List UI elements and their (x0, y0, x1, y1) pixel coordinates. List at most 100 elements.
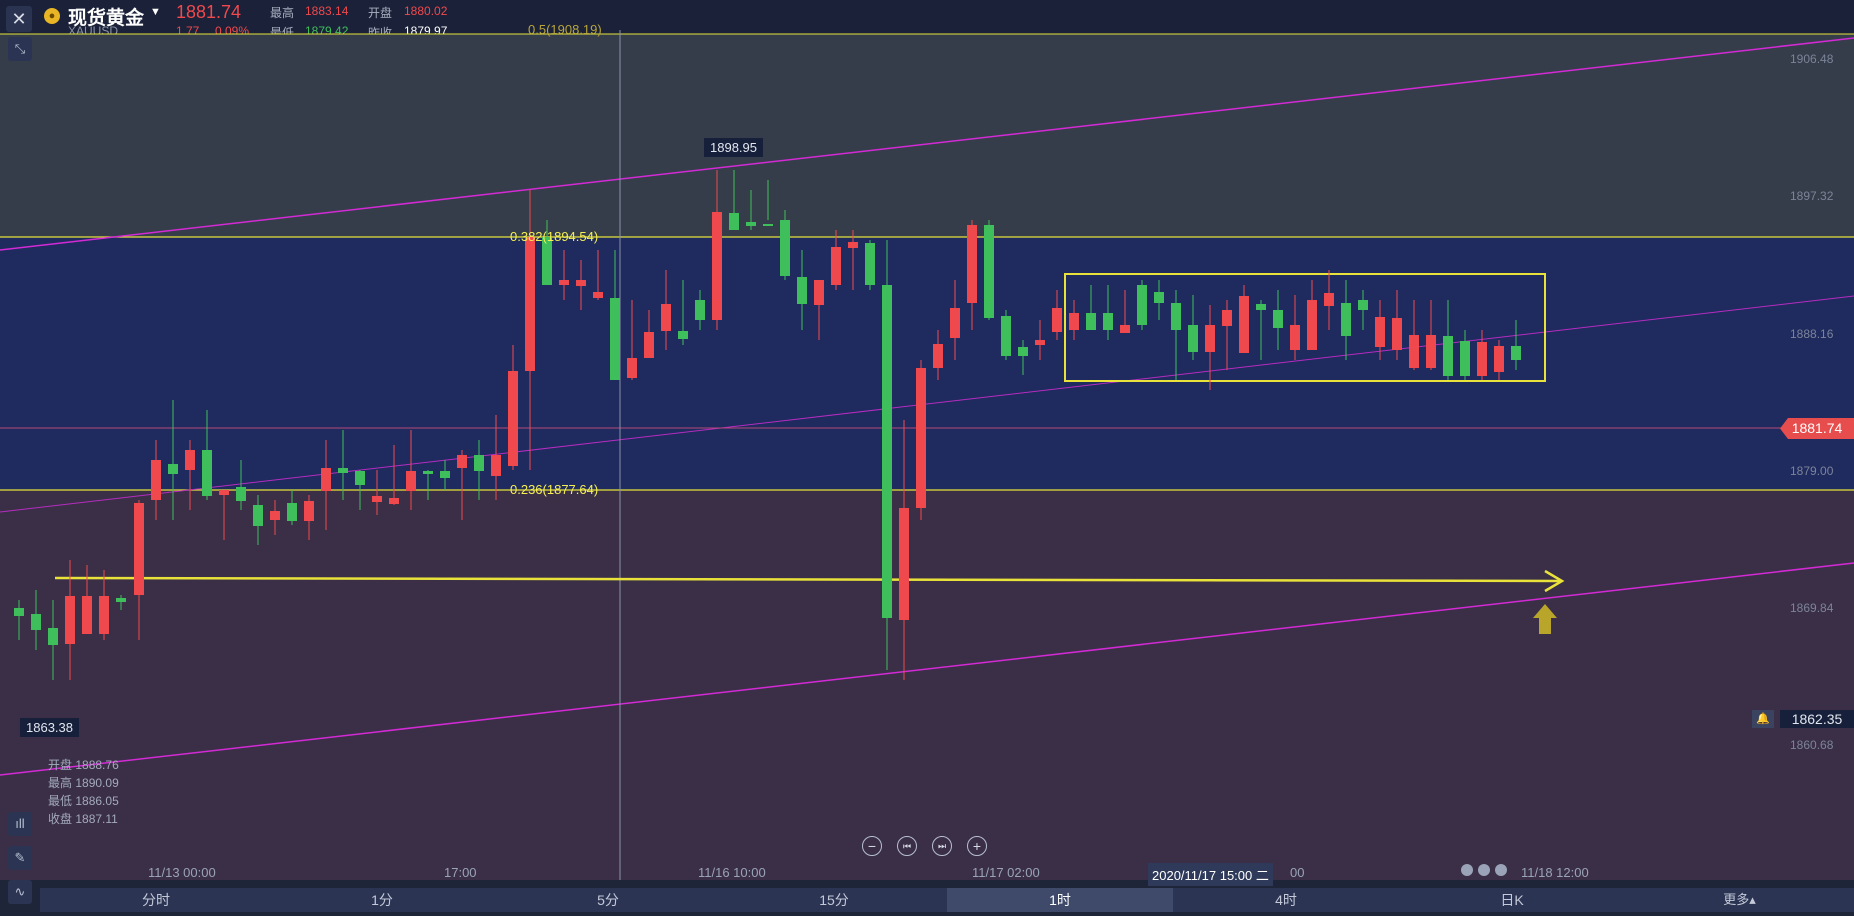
x-axis-label: 17:00 (444, 865, 477, 880)
low-marker: 1863.38 (20, 718, 79, 737)
candle-body (406, 471, 416, 491)
tab-timeshare[interactable]: 分时 (142, 892, 170, 908)
tab-5min[interactable]: 5分 (597, 892, 619, 908)
open-value: 1880.02 (404, 4, 448, 18)
ohlc-close: 收盘 1887.11 (48, 812, 118, 826)
bell-icon[interactable]: 🔔 (1752, 710, 1774, 728)
tab-15min[interactable]: 15分 (819, 892, 849, 908)
tab-1hour[interactable]: 1时 (947, 888, 1173, 912)
candle-body (1086, 313, 1096, 330)
candle-body (542, 237, 552, 285)
candle-body (321, 468, 331, 491)
candle-body (712, 212, 722, 320)
chart-type-icon[interactable]: ∿ (8, 880, 32, 904)
zone-bottom (0, 490, 1854, 880)
candle-body (1035, 340, 1045, 345)
fib-0.236-label: 0.236(1877.64) (510, 482, 599, 497)
fib-0.5-label: 0.5(1908.19) (528, 22, 602, 37)
candle-body (508, 371, 518, 466)
candle-body (151, 460, 161, 500)
candle-body (950, 308, 960, 338)
candle-body (440, 471, 450, 478)
candle-body (967, 225, 977, 303)
pencil-icon[interactable]: ✎ (8, 846, 32, 870)
candle-body (1052, 308, 1062, 332)
y-axis-label: 1860.68 (1790, 738, 1834, 752)
zoom-out-button[interactable]: − (862, 836, 882, 856)
close-icon[interactable]: ✕ (6, 6, 32, 32)
candle-body (1120, 325, 1130, 333)
channel-lower-line (0, 562, 1854, 776)
candle-body (253, 505, 263, 526)
candle-body (1154, 292, 1164, 303)
candle-body (1511, 346, 1521, 360)
candle-body (1273, 310, 1283, 328)
candle-body (695, 300, 705, 320)
page-dot[interactable] (1478, 864, 1490, 876)
candle-body (1358, 300, 1368, 310)
candle-body (1307, 300, 1317, 350)
candle-body (984, 225, 994, 318)
candle-body (1443, 336, 1453, 376)
candle-body (457, 455, 467, 468)
y-axis-label: 1897.32 (1790, 189, 1834, 203)
candle-body (1256, 304, 1266, 310)
candle-body (559, 280, 569, 285)
candle-body (168, 464, 178, 474)
candle-body (48, 628, 58, 645)
more-button[interactable]: 更多▴ (1723, 892, 1756, 907)
candle-body (372, 496, 382, 502)
candle-body (814, 280, 824, 305)
candle-body (1375, 317, 1385, 347)
candle-body (678, 331, 688, 339)
page-dot[interactable] (1495, 864, 1507, 876)
candlesticks (14, 170, 1521, 680)
high-value: 1883.14 (305, 4, 349, 18)
skip-back-button[interactable]: ⏮ (897, 836, 917, 856)
zone-top (0, 34, 1854, 237)
tab-4hour[interactable]: 4时 (1275, 892, 1297, 908)
crosshair-time-label: 2020/11/17 15:00 二 (1148, 863, 1273, 886)
candle-body (1018, 347, 1028, 356)
candle-body (389, 498, 399, 504)
candle-body (1171, 303, 1181, 330)
zoom-in-button[interactable]: + (967, 836, 987, 856)
expand-icon[interactable]: ⤡ (8, 37, 32, 61)
consolidation-box (1064, 273, 1546, 382)
candle-body (763, 224, 773, 226)
candle-body (287, 503, 297, 521)
candle-body (1069, 313, 1079, 330)
candle-body (423, 471, 433, 474)
candle-body (202, 450, 212, 496)
chevron-down-icon[interactable]: ▼ (150, 6, 161, 18)
alert-price-tag: 1862.35 (1780, 710, 1854, 728)
gold-coin-icon: ● (44, 8, 60, 24)
indicator-icon[interactable]: ıll (8, 812, 32, 836)
candle-body (933, 344, 943, 368)
x-axis-label: 11/18 12:00 (1521, 865, 1589, 880)
candle-body (644, 332, 654, 358)
candle-body (116, 598, 126, 602)
tab-1min[interactable]: 1分 (371, 892, 393, 908)
page-dot[interactable] (1461, 864, 1473, 876)
support-arrow-head (1544, 569, 1565, 593)
skip-forward-button[interactable]: ⏭ (932, 836, 952, 856)
candle-body (593, 292, 603, 298)
candle-body (729, 213, 739, 230)
candle-body (610, 298, 620, 380)
y-axis-label: 1869.84 (1790, 601, 1834, 615)
candle-body (797, 277, 807, 304)
candle-body (1460, 341, 1470, 376)
open-label: 开盘 (368, 6, 393, 20)
candle-body (746, 222, 756, 226)
tab-daily[interactable]: 日K (1500, 892, 1524, 908)
last-price: 1881.74 (176, 2, 242, 22)
instrument-title[interactable]: 现货黄金 (68, 8, 145, 29)
candle-body (14, 608, 24, 616)
candle-body (1239, 296, 1249, 353)
candle-body (82, 596, 92, 634)
candle-body (661, 304, 671, 331)
candle-body (1103, 313, 1113, 330)
x-axis-label: 00 (1290, 865, 1305, 880)
